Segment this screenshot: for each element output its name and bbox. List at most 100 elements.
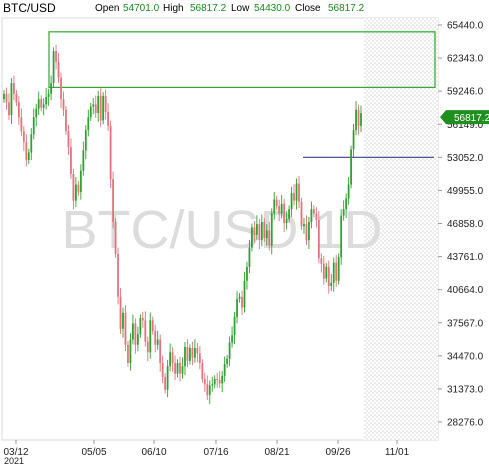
candle-body [77, 184, 80, 193]
candle-body [5, 93, 8, 103]
candle-body [350, 149, 352, 185]
y-tick-label: 40664.0 [447, 285, 484, 296]
x-tick-label: 05/05 [81, 447, 106, 458]
candle-body [30, 134, 33, 153]
candle-body [127, 344, 129, 363]
candle-body [305, 224, 308, 241]
candle-body [226, 358, 229, 365]
candle-body [186, 346, 189, 361]
candle-body [270, 213, 273, 246]
candle-body [298, 183, 300, 202]
candle-body [109, 125, 112, 180]
candle-body [208, 385, 211, 396]
candle-body [37, 99, 40, 109]
candle-body [20, 117, 23, 132]
candle-body [273, 199, 276, 214]
candle-body [347, 184, 350, 199]
candle-body [22, 131, 25, 142]
candle-body [255, 224, 258, 235]
low-value: 54430.0 [254, 3, 291, 14]
candle-body [241, 296, 243, 308]
candle-body [164, 376, 167, 390]
candle-body [216, 379, 219, 381]
candle-body [290, 193, 293, 210]
candle-body [107, 111, 110, 126]
candle-body [74, 184, 77, 201]
candle-body [154, 330, 157, 345]
candle-body [119, 296, 122, 329]
candle-body [285, 218, 288, 224]
candle-body [337, 257, 340, 281]
candle-body [122, 312, 124, 329]
y-tick-label: 43761.0 [447, 252, 484, 263]
candle-body [3, 93, 5, 100]
candle-body [60, 77, 62, 100]
x-tick-label: 03/12 [3, 447, 28, 458]
candle-body [330, 282, 333, 287]
candle-body [325, 266, 328, 279]
y-tick-label: 28276.0 [447, 418, 484, 429]
candle-body [196, 348, 199, 354]
candle-body [201, 362, 204, 380]
candle-body [253, 227, 256, 235]
candle-body [310, 209, 313, 222]
candle-body [268, 230, 271, 246]
candle-body [141, 318, 144, 321]
candle-body [117, 254, 119, 297]
candle-body [50, 83, 53, 94]
y-tick-label: 53052.0 [447, 153, 484, 164]
candle-body [171, 352, 174, 363]
candle-body [104, 95, 107, 112]
candle-body [84, 130, 87, 151]
candle-body [87, 117, 90, 131]
candle-body [246, 266, 248, 281]
candle-body [72, 173, 75, 201]
x-tick-label: 11/01 [385, 447, 410, 458]
candle-body [42, 104, 45, 108]
candle-body [288, 209, 291, 219]
candle-body [45, 96, 48, 105]
candle-body [35, 108, 38, 118]
candle-body [340, 215, 343, 258]
candle-body [335, 262, 338, 281]
candle-body [146, 341, 149, 353]
last-price-label: 56817.2 [454, 113, 489, 124]
candle-body [243, 280, 246, 308]
candle-body [92, 104, 95, 107]
candle-body [322, 263, 325, 279]
open-value: 54701.0 [123, 3, 160, 14]
y-tick-label: 62343.0 [447, 54, 484, 65]
candle-body [134, 323, 137, 345]
candle-body [174, 362, 176, 374]
candle-body [258, 224, 261, 241]
candle-body [189, 348, 191, 361]
candle-body [265, 230, 268, 239]
candle-body [99, 95, 102, 121]
candle-body [233, 317, 236, 336]
candle-body [223, 364, 226, 376]
candle-body [102, 95, 105, 121]
candle-body [360, 113, 362, 126]
watermark: BTC/USD 1D [61, 200, 382, 260]
candle-body [211, 384, 214, 386]
candle-body [10, 83, 13, 116]
candle-body [25, 141, 28, 161]
x-tick-label: 07/16 [203, 447, 228, 458]
candle-body [315, 213, 318, 220]
y-axis: 65440.0 62343.0 59246.0 56149.0 53052.0 49955… [438, 21, 484, 429]
candle-body [283, 203, 286, 224]
candle-body [112, 179, 114, 222]
candle-body [15, 93, 18, 103]
candle-body [94, 104, 97, 114]
candle-body [280, 203, 283, 214]
y-tick-label: 49955.0 [447, 186, 484, 197]
y-tick-label: 65440.0 [447, 21, 484, 32]
candle-body [181, 366, 184, 374]
x-tick-label: 08/21 [264, 447, 289, 458]
candle-body [231, 335, 233, 343]
candle-body [198, 353, 201, 363]
candle-body [206, 384, 209, 396]
candle-body [70, 147, 72, 174]
candle-body [62, 99, 65, 110]
